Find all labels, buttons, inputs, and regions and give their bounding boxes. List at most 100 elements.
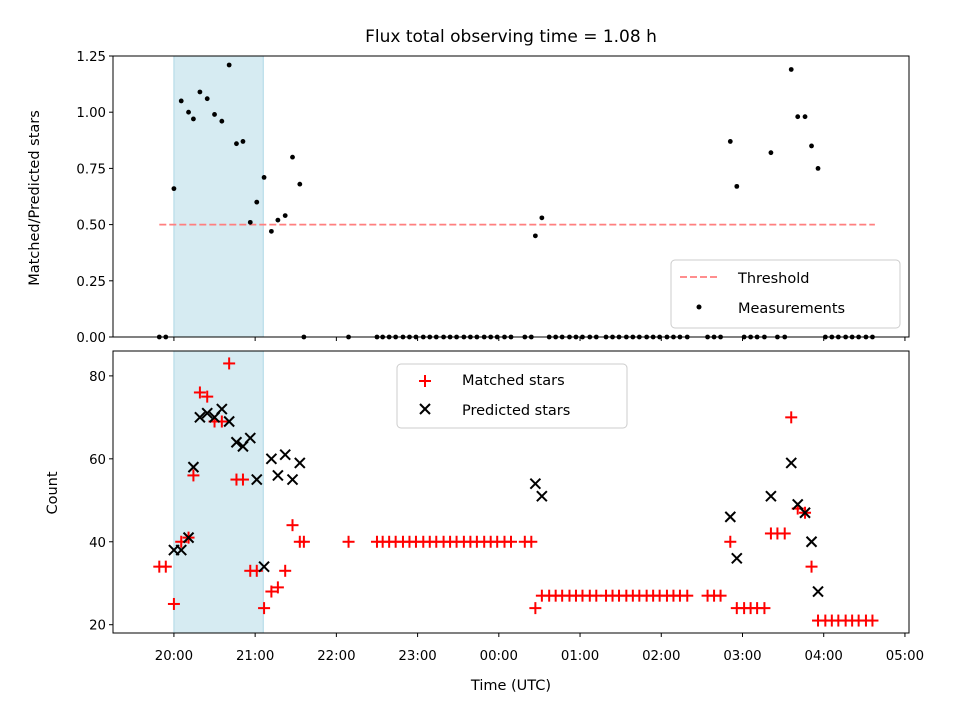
measurement-point xyxy=(171,186,177,192)
predicted-stars-point xyxy=(724,511,737,523)
legend-predicted-label: Predicted stars xyxy=(462,403,570,419)
predicted-stars-point xyxy=(223,415,235,428)
y-tick-label: 20 xyxy=(89,619,106,634)
predicted-stars-point xyxy=(812,585,824,598)
measurement-point xyxy=(197,89,203,95)
chart-title: Flux total observing time = 1.08 h xyxy=(365,27,657,47)
matched-stars-point xyxy=(866,614,879,627)
predicted-stars-point xyxy=(182,531,195,544)
y-axis-ticks: 20 40 60 80 xyxy=(89,370,113,634)
measurement-point xyxy=(290,154,295,160)
predicted-stars-point xyxy=(258,560,270,573)
measurement-point xyxy=(539,215,545,221)
legend-measurements-swatch xyxy=(696,304,702,310)
predicted-stars-point xyxy=(216,403,228,415)
matched-stars-point xyxy=(236,473,249,486)
measurement-point xyxy=(795,114,801,120)
legend-measurements-label: Measurements xyxy=(738,301,845,317)
matched-stars-point xyxy=(805,560,818,573)
measurement-point xyxy=(234,141,239,147)
measurement-point xyxy=(247,219,253,225)
plot-area-frame xyxy=(112,350,910,634)
measurement-point xyxy=(254,199,260,205)
x-axis-ticks: 20:00 21:00 22:00 23:00 00:00 01:00 02:00 03:00… xyxy=(155,633,924,664)
measurement-point xyxy=(212,112,217,117)
matched-stars-point xyxy=(271,581,284,594)
matched-stars-point xyxy=(785,411,798,424)
matched-stars-point xyxy=(279,564,292,577)
predicted-stars-point xyxy=(201,407,213,419)
predicted-stars-point xyxy=(286,473,299,486)
predicted-stars-point xyxy=(272,469,284,482)
matched-stars-point xyxy=(681,589,694,602)
predicted-stars-point xyxy=(265,453,278,465)
matched-stars-point xyxy=(778,527,791,540)
y-tick-label: 40 xyxy=(89,536,106,551)
matched-stars-point xyxy=(297,535,310,548)
observing-window-span xyxy=(173,350,264,634)
measurement-point xyxy=(788,67,794,72)
matched-stars-point xyxy=(505,535,517,548)
x-tick-label: 02:00 xyxy=(642,649,680,664)
x-tick-label: 04:00 xyxy=(805,649,843,664)
x-tick-label: 21:00 xyxy=(236,649,274,664)
y-tick-label: 0.75 xyxy=(76,162,106,177)
x-tick-label: 05:00 xyxy=(886,649,924,664)
y-tick-label: 60 xyxy=(89,453,106,468)
matched-stars-point xyxy=(201,390,214,403)
predicted-stars-point xyxy=(187,461,200,473)
measurement-point xyxy=(191,116,196,122)
legend-matched-label: Matched stars xyxy=(462,373,565,389)
matched-stars-point xyxy=(167,597,180,610)
y-tick-label: 0.50 xyxy=(76,219,106,234)
measurement-point xyxy=(727,139,733,144)
y-tick-label: 1.00 xyxy=(76,106,106,121)
matched-stars-point xyxy=(529,602,542,615)
measurement-point xyxy=(268,228,274,234)
y-tick-label: 0.25 xyxy=(76,275,106,290)
measurement-point xyxy=(297,181,303,187)
y-axis-label: Count xyxy=(45,471,61,514)
x-axis-label: Time (UTC) xyxy=(470,678,551,694)
predicted-stars-point xyxy=(194,411,206,424)
x-tick-label: 23:00 xyxy=(398,649,436,664)
legend: Matched stars Predicted stars xyxy=(396,363,628,429)
predicted-stars-point xyxy=(731,552,743,565)
predicted-stars-point xyxy=(175,544,187,556)
measurement-point xyxy=(532,233,538,239)
matched-stars-point xyxy=(159,560,172,573)
matched-stars-point xyxy=(193,386,206,399)
matched-stars-point xyxy=(525,535,538,548)
predicted-stars-point xyxy=(536,490,548,502)
x-tick-label: 03:00 xyxy=(723,649,761,664)
measurement-point xyxy=(178,98,184,104)
predicted-stars-point xyxy=(244,432,256,444)
predicted-stars-point xyxy=(785,457,797,469)
legend-box xyxy=(670,259,901,329)
measurement-point xyxy=(809,143,814,149)
y-axis-label: Matched/Predicted stars xyxy=(27,110,43,286)
measurement-point xyxy=(768,150,774,156)
y-axis-ticks: 0.00 0.25 0.50 0.75 1.00 1.25 xyxy=(76,50,113,346)
measurement-point xyxy=(815,166,821,171)
matched-stars-point xyxy=(758,602,771,615)
matched-stars-point xyxy=(265,585,278,598)
count-series xyxy=(153,357,879,627)
measurement-point xyxy=(275,217,281,223)
measurement-point xyxy=(282,213,288,219)
y-tick-label: 80 xyxy=(89,370,106,385)
y-tick-label: 1.25 xyxy=(76,50,106,65)
measurement-point xyxy=(734,183,740,189)
predicted-stars-point xyxy=(279,448,291,461)
observing-window-span xyxy=(173,55,264,338)
plot-area-frame xyxy=(112,55,910,338)
predicted-stars-point xyxy=(230,436,243,448)
y-tick-label: 0.00 xyxy=(76,331,106,346)
legend: Threshold Measurements xyxy=(670,259,901,329)
measurement-point xyxy=(219,118,225,124)
legend-matched-swatch xyxy=(419,375,431,387)
measurement-point xyxy=(261,174,267,180)
predicted-stars-point xyxy=(765,490,777,502)
matched-stars-point xyxy=(724,535,737,548)
